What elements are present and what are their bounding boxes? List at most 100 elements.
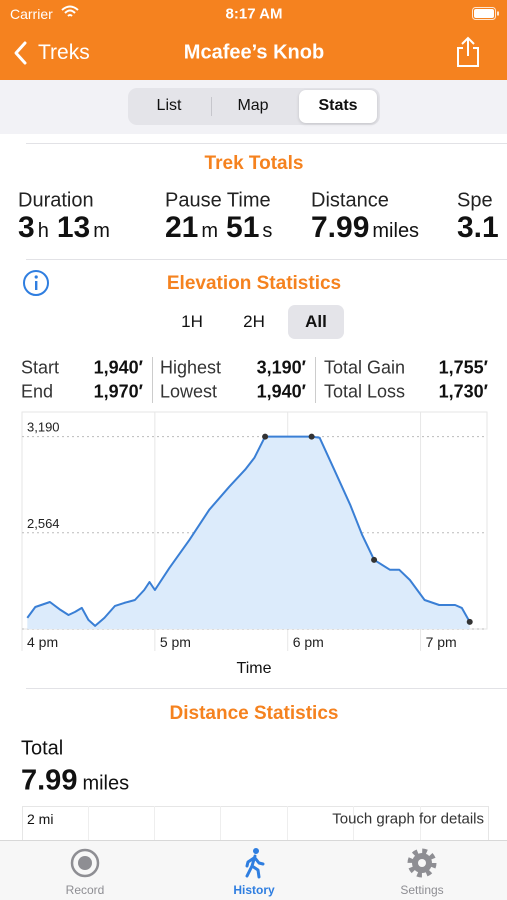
status-time: 8:17 AM (225, 5, 283, 23)
back-label[interactable]: Treks (38, 41, 90, 64)
value-unit: miles (372, 220, 420, 242)
share-button[interactable] (455, 36, 481, 68)
stat-value: 1,970′ (93, 381, 143, 402)
range-selected (288, 305, 344, 339)
total-label: Pause Time (165, 189, 271, 212)
tab-label[interactable]: History (233, 883, 275, 897)
total-value: 3.1 (457, 211, 499, 245)
segment[interactable]: Map (237, 97, 269, 114)
stat-value: 3,190′ (256, 357, 306, 378)
record-ring (70, 848, 100, 878)
share-box (457, 47, 479, 67)
value-number: 51 (226, 211, 260, 244)
x-tick-label: 4 pm (27, 634, 58, 650)
value-number: 7.99 (21, 764, 78, 797)
gear-teeth (407, 848, 437, 878)
stat-label: Lowest (160, 381, 218, 402)
info-dot (34, 275, 38, 279)
tab-label[interactable]: Record (65, 883, 105, 897)
back-chevron (14, 41, 27, 65)
x-tick-label: 7 pm (426, 634, 457, 650)
value-unit: h (37, 220, 49, 242)
stat-value: 1,730′ (438, 381, 488, 402)
tab-icon[interactable] (406, 847, 438, 879)
wifi-icon (61, 5, 79, 17)
total-label: Distance (311, 189, 389, 212)
value-number: 13 (56, 211, 91, 244)
value-unit: miles (82, 772, 130, 795)
stat-label: End (21, 381, 54, 402)
elevation-point (466, 618, 473, 625)
distance-total: 7.99 miles (21, 765, 129, 798)
header-bar (0, 0, 507, 80)
section-title: Trek Totals (204, 153, 304, 174)
walker-head (253, 848, 259, 854)
segment-separator (211, 97, 212, 116)
walker-body (245, 854, 265, 879)
value-number: 21 (165, 211, 199, 244)
elevation-point (308, 433, 315, 440)
hint-text: Touch graph for details (332, 810, 484, 828)
value-unit: s (262, 220, 273, 242)
range-button[interactable]: 1H (181, 312, 203, 331)
segment[interactable]: Stats (318, 97, 358, 114)
section-title: Distance Statistics (169, 703, 339, 724)
segment[interactable]: List (156, 97, 182, 114)
value-number: 3 (18, 211, 35, 244)
tab-icon[interactable] (69, 847, 101, 879)
range-button[interactable]: 2H (243, 312, 265, 331)
total-value: 21 m 51 s (165, 211, 272, 245)
divider (26, 688, 507, 689)
value-number: 3.1 (457, 211, 499, 244)
section-title: Elevation Statistics (166, 273, 342, 294)
segment-selected (299, 90, 377, 123)
chevron (14, 41, 27, 65)
carrier: Carrier (10, 6, 53, 22)
y-tick-label: 3,190 (27, 420, 60, 435)
distance-grid (88, 806, 89, 842)
battery-cap (497, 11, 499, 16)
value-number: 7.99 (311, 211, 370, 244)
stat-label: Start (21, 357, 60, 378)
distance-grid (287, 806, 288, 842)
stat-label: Highest (160, 357, 222, 378)
elevation-point (371, 556, 378, 563)
total-value: 3 h 13 m (18, 211, 110, 245)
battery-level (474, 9, 494, 18)
value-unit: m (201, 220, 219, 242)
stat-separator (152, 357, 153, 403)
tab-label[interactable]: Settings (400, 883, 444, 897)
gear-hole (418, 859, 426, 867)
y-tick-label: 2 mi (27, 811, 54, 827)
info-button[interactable] (22, 269, 50, 297)
distance-grid (154, 806, 155, 842)
total-label: Spe (457, 189, 493, 212)
info-circle (23, 270, 49, 296)
total-label: Duration (18, 189, 94, 212)
x-tick-label: 6 pm (293, 634, 324, 650)
stat-value: 1,940′ (93, 357, 143, 378)
total-value: 7.99 miles (311, 211, 419, 245)
share-arrow (461, 36, 475, 56)
tab-icon[interactable] (238, 847, 270, 879)
total-label: Total (21, 737, 64, 760)
divider (26, 143, 507, 144)
elevation-area (27, 436, 470, 629)
elevation-point (262, 433, 269, 440)
stat-separator (315, 357, 316, 403)
stat-label: Total Loss (324, 381, 406, 402)
record-dot (78, 856, 92, 870)
stat-value: 1,940′ (256, 381, 306, 402)
wifi-arc (61, 5, 79, 17)
distance-grid (220, 806, 221, 842)
x-tick-label: 5 pm (160, 634, 191, 650)
info-stem (35, 281, 38, 290)
range-button[interactable]: All (305, 312, 327, 331)
battery-icon (472, 7, 499, 20)
distance-chart[interactable] (22, 806, 489, 847)
value-unit: m (93, 220, 110, 242)
x-axis-label: Time (237, 660, 272, 677)
battery-body (472, 7, 496, 20)
